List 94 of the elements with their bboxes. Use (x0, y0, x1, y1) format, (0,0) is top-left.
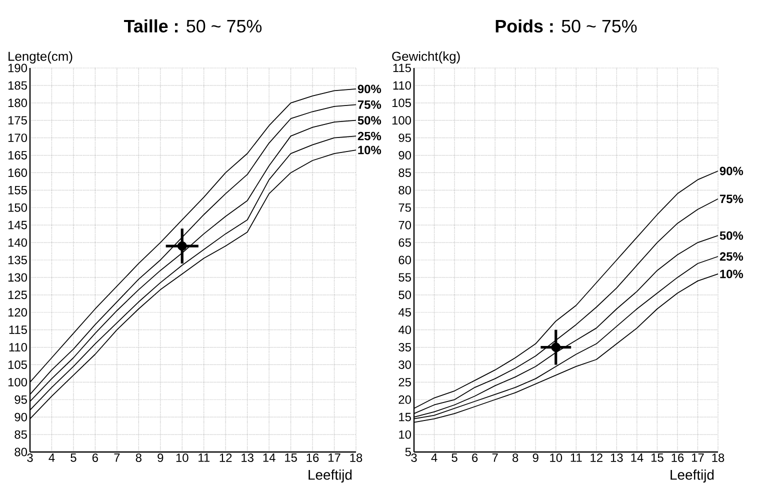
x-tick-label: 9 (158, 454, 164, 462)
y-tick-label: 130 (8, 273, 28, 282)
x-axis-title: Leeftijd (308, 470, 352, 483)
chart-title: Poids : 50 ~ 75% (496, 19, 637, 32)
y-tick-label: 100 (392, 116, 412, 125)
x-tick-label: 6 (92, 454, 98, 462)
series-label: 10% (720, 270, 744, 278)
x-tick-label: 14 (631, 454, 644, 462)
y-tick-label: 110 (9, 343, 28, 352)
y-tick-label: 60 (398, 256, 412, 264)
series-label: 75% (358, 100, 382, 109)
y-tick-label: 115 (9, 326, 27, 334)
series-label: 50% (358, 116, 382, 125)
y-tick-label: 80 (14, 448, 28, 456)
x-tick-label: 9 (532, 454, 538, 462)
x-tick-label: 12 (220, 454, 232, 462)
x-tick-label: 18 (350, 454, 362, 462)
x-tick-label: 15 (651, 454, 664, 462)
series-label: 25% (720, 252, 744, 261)
x-tick-label: 8 (512, 454, 518, 462)
series-label: 90% (720, 166, 744, 176)
series-label: 90% (358, 84, 382, 94)
y-tick-label: 170 (8, 134, 28, 142)
y-tick-label: 95 (398, 134, 411, 142)
x-tick-label: 10 (550, 454, 562, 462)
x-tick-label: 6 (472, 454, 478, 462)
x-tick-label: 13 (242, 454, 254, 462)
y-tick-label: 10 (399, 430, 412, 439)
y-tick-label: 20 (398, 395, 412, 404)
y-tick-label: 65 (398, 238, 411, 247)
x-tick-label: 17 (328, 454, 340, 462)
y-tick-label: 25 (398, 378, 411, 386)
series-label: 50% (720, 231, 744, 240)
x-tick-label: 15 (285, 454, 297, 462)
y-tick-label: 15 (399, 412, 411, 422)
y-axis-title: Lengte(cm) (8, 51, 72, 64)
x-tick-label: 17 (692, 454, 704, 462)
x-tick-label: 7 (492, 454, 498, 462)
y-tick-label: 75 (398, 203, 411, 212)
x-tick-label: 3 (27, 454, 33, 462)
y-tick-label: 90 (14, 412, 28, 422)
y-tick-label: 85 (398, 168, 411, 177)
y-tick-label: 55 (398, 273, 411, 282)
x-tick-label: 4 (431, 454, 438, 462)
x-tick-label: 3 (411, 454, 417, 462)
y-tick-label: 190 (8, 64, 28, 72)
y-tick-label: 105 (392, 98, 411, 108)
y-tick-label: 30 (398, 360, 412, 369)
x-tick-label: 13 (610, 454, 623, 462)
y-tick-label: 145 (8, 220, 27, 230)
y-axis-title: Gewicht(kg) (392, 51, 460, 64)
y-tick-label: 160 (8, 168, 28, 177)
y-tick-label: 5 (405, 448, 411, 456)
x-tick-label: 11 (198, 454, 210, 462)
y-tick-label: 150 (8, 203, 28, 212)
x-tick-label: 12 (590, 454, 602, 462)
x-tick-label: 8 (136, 454, 142, 462)
x-tick-label: 18 (712, 454, 724, 462)
y-tick-label: 100 (8, 378, 28, 386)
y-tick-label: 40 (398, 326, 412, 334)
x-axis-title: Leeftijd (670, 470, 714, 483)
y-tick-label: 95 (14, 395, 27, 404)
y-tick-label: 70 (398, 220, 412, 230)
y-tick-label: 185 (8, 81, 27, 90)
y-tick-label: 140 (8, 238, 28, 247)
y-tick-label: 50 (398, 290, 412, 300)
x-tick-label: 10 (176, 454, 188, 462)
x-tick-label: 16 (306, 454, 319, 462)
y-tick-label: 115 (393, 64, 411, 72)
y-tick-label: 45 (398, 308, 411, 317)
chart-title: Taille : 50 ~ 75% (124, 19, 262, 32)
y-tick-label: 135 (8, 256, 27, 264)
series-label: 25% (358, 132, 382, 140)
y-tick-label: 165 (8, 151, 27, 160)
x-tick-label: 11 (570, 454, 582, 462)
y-tick-label: 90 (398, 151, 412, 160)
x-tick-label: 7 (114, 454, 120, 462)
y-tick-label: 80 (398, 186, 412, 194)
y-tick-label: 110 (393, 81, 412, 90)
y-tick-label: 120 (8, 308, 28, 317)
x-tick-label: 16 (672, 454, 684, 462)
y-tick-label: 105 (8, 360, 27, 369)
y-tick-label: 35 (398, 343, 411, 352)
x-tick-label: 14 (263, 454, 276, 462)
x-tick-label: 5 (70, 454, 76, 462)
y-tick-label: 180 (8, 98, 28, 108)
y-tick-label: 125 (8, 290, 27, 300)
y-tick-label: 85 (14, 430, 27, 439)
x-tick-label: 4 (48, 454, 55, 462)
series-label: 10% (358, 146, 382, 154)
y-tick-label: 155 (8, 186, 27, 194)
series-label: 75% (720, 194, 744, 204)
y-tick-label: 175 (8, 116, 27, 125)
x-tick-label: 5 (452, 454, 458, 462)
